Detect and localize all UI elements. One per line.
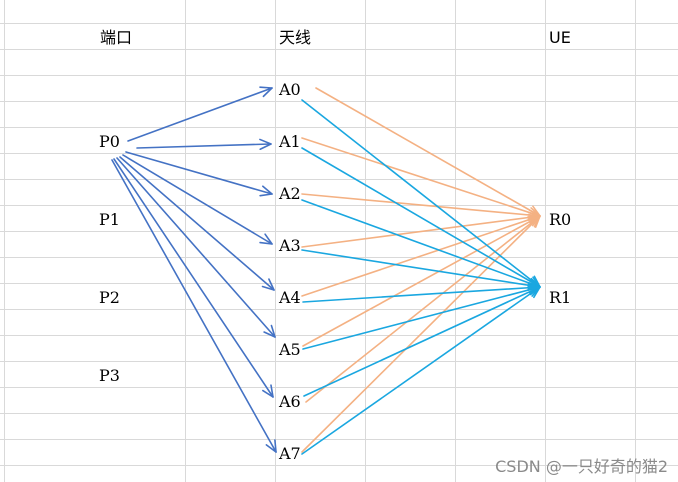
arrow-p0-a5-shaft [116, 157, 276, 338]
antenna-label-a6: A6 [279, 392, 301, 411]
antenna-label-a2: A2 [279, 184, 301, 203]
arrow-a6-r0-shaft [305, 215, 541, 403]
arrow-a7-r1 [301, 286, 541, 455]
arrow-p0-a2-shaft [125, 151, 273, 195]
arrow-a4-r1-shaft [302, 286, 541, 303]
arrow-a1-r0-shaft [301, 137, 541, 217]
port-label-p3: P3 [99, 366, 120, 385]
antenna-label-a7: A7 [279, 444, 301, 463]
arrow-p0-a6-shaft [113, 158, 274, 398]
arrow-a7-r0-shaft [301, 215, 541, 453]
header-ue: UE [549, 28, 571, 47]
header-antenna: 天线 [279, 28, 312, 47]
arrow-a0-r1 [301, 99, 541, 288]
arrow-a2-r0 [301, 193, 541, 221]
arrow-a5-r1-shaft [302, 286, 541, 350]
port-label-p1: P1 [99, 210, 120, 229]
arrow-p0-a4 [119, 156, 275, 291]
arrow-p0-a4-head [261, 278, 275, 291]
antenna-label-a1: A1 [279, 132, 301, 151]
arrow-a3-r0-shaft [301, 215, 541, 248]
arrow-a6-r1 [303, 286, 541, 397]
arrow-a0-r0-shaft [315, 87, 541, 217]
arrow-a5-r0-shaft [302, 215, 541, 347]
arrow-a4-r1 [302, 282, 541, 303]
arrow-p0-a7 [111, 159, 277, 453]
arrow-p0-a1-shaft [136, 143, 272, 149]
arrow-a0-r0 [315, 87, 541, 217]
arrow-a7-r0-head [527, 215, 541, 228]
arrow-links [111, 86, 541, 455]
arrow-p0-a6 [113, 158, 274, 398]
arrow-a1-r1 [301, 147, 541, 288]
arrow-a6-r1-shaft [303, 286, 541, 397]
arrow-p0-a3-shaft [122, 154, 273, 245]
antenna-label-a5: A5 [279, 340, 301, 359]
watermark-text: CSDN @一只好奇的猫2 [495, 457, 668, 476]
arrow-a1-r1-shaft [301, 147, 541, 288]
arrow-p0-a2-head [259, 185, 273, 197]
ue-label-r1: R1 [549, 288, 572, 307]
arrow-p0-a0 [127, 86, 273, 142]
ue-label-r0: R0 [549, 210, 572, 229]
antenna-label-a3: A3 [279, 236, 301, 255]
arrow-a2-r0-shaft [301, 193, 541, 217]
port-label-p0: P0 [99, 132, 120, 151]
arrow-a2-r1-shaft [301, 199, 541, 288]
port-label-p2: P2 [99, 288, 120, 307]
arrow-p0-a1 [136, 138, 272, 151]
arrow-p0-a3-head [259, 233, 273, 245]
arrow-p0-a3 [122, 154, 273, 245]
arrow-p0-a4-shaft [119, 156, 275, 291]
antenna-label-a4: A4 [279, 288, 301, 307]
arrow-p0-a5-head [263, 324, 276, 338]
arrow-p0-a0-head [259, 86, 273, 98]
arrow-p0-a2 [125, 151, 273, 197]
arrow-p0-a5 [116, 157, 276, 338]
arrow-a4-r0-shaft [301, 215, 541, 297]
arrow-p0-a0-shaft [127, 87, 273, 142]
arrow-a7-r0 [301, 215, 541, 453]
arrow-a3-r1-shaft [301, 249, 541, 288]
antenna-label-a0: A0 [279, 80, 301, 99]
arrow-a0-r1-shaft [301, 99, 541, 288]
arrow-p0-a1-head [259, 138, 272, 151]
arrow-p0-a7-head [265, 439, 277, 453]
arrow-a7-r1-head [527, 286, 541, 299]
arrow-p0-a7-shaft [111, 159, 277, 453]
arrow-p0-a6-head [262, 384, 274, 398]
header-port: 端口 [100, 28, 133, 47]
arrow-a7-r1-shaft [301, 286, 541, 455]
